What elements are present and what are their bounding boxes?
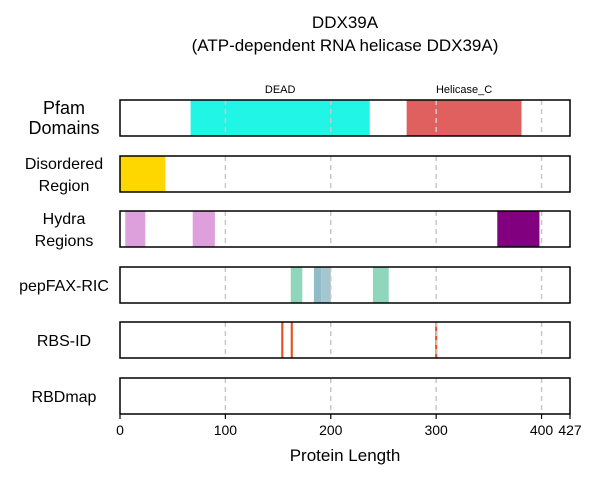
x-axis: 0 100 200 300 400 427 bbox=[116, 414, 582, 438]
track-frame bbox=[119, 321, 571, 359]
segment-3-1 bbox=[313, 267, 322, 303]
domain-label-1: Helicase_C bbox=[436, 84, 492, 96]
track-frame bbox=[119, 377, 571, 415]
segment-0-1 bbox=[406, 100, 522, 136]
chart-title: DDX39A bbox=[312, 13, 379, 32]
segment-3-0 bbox=[290, 267, 303, 303]
track-label-2-0: Hydra bbox=[43, 211, 86, 228]
segment-2-1 bbox=[192, 211, 215, 247]
track-2: Hydra Regions bbox=[35, 210, 571, 250]
track-frame bbox=[119, 210, 571, 248]
x-tick-label-1: 100 bbox=[214, 422, 238, 438]
x-tick-label-2: 200 bbox=[319, 422, 343, 438]
track-label-1-1: Region bbox=[39, 178, 90, 195]
x-tick-label-0: 0 bbox=[116, 422, 124, 438]
segment-4-0 bbox=[281, 322, 284, 358]
track-frame bbox=[119, 99, 571, 137]
segment-0-0 bbox=[190, 100, 370, 136]
x-tick-label-3: 300 bbox=[424, 422, 448, 438]
track-frame bbox=[119, 155, 571, 193]
x-tick-label-4: 400 bbox=[530, 422, 554, 438]
track-label-2-1: Regions bbox=[35, 233, 94, 250]
track-label-3-0: pepFAX-RIC bbox=[19, 278, 109, 295]
track-label-4-0: RBS-ID bbox=[37, 333, 91, 350]
segment-3-2 bbox=[321, 267, 331, 303]
chart-subtitle: (ATP-dependent RNA helicase DDX39A) bbox=[192, 36, 499, 55]
track-5: RBDmap bbox=[32, 377, 571, 415]
segment-2-2 bbox=[497, 211, 540, 247]
track-4: RBS-ID bbox=[37, 321, 571, 359]
track-3: pepFAX-RIC bbox=[19, 266, 571, 304]
track-label-0-1: Domains bbox=[28, 118, 99, 138]
track-label-1-0: Disordered bbox=[25, 156, 103, 173]
track-1: Disordered Region bbox=[25, 155, 571, 195]
x-axis-label: Protein Length bbox=[290, 446, 401, 465]
x-tick-label-5: 427 bbox=[558, 422, 582, 438]
segment-2-0 bbox=[125, 211, 146, 247]
segment-4-1 bbox=[290, 322, 293, 358]
track-label-0-0: Pfam bbox=[43, 98, 85, 118]
segment-1-0 bbox=[120, 156, 166, 192]
segment-3-3 bbox=[372, 267, 389, 303]
track-frame bbox=[119, 266, 571, 304]
track-label-5-0: RBDmap bbox=[32, 389, 97, 406]
domain-label-0: DEAD bbox=[265, 84, 296, 96]
